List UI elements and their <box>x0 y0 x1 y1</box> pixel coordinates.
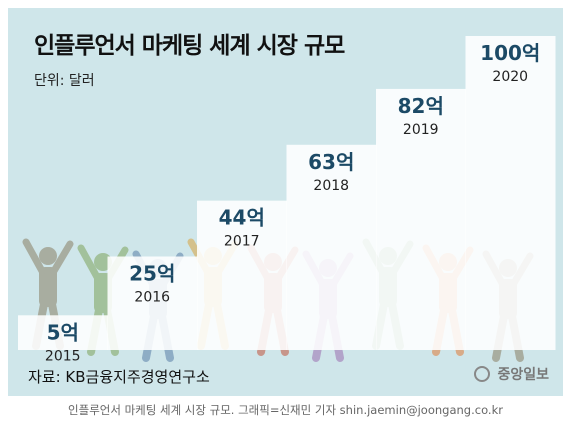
infographic-panel: 5억 2015 25억 2016 44억 2017 63억 2018 82억 2019 100억 20… <box>8 8 563 396</box>
source-text: 자료: KB금융지주경영연구소 <box>28 368 210 386</box>
image-caption: 인플루언서 마케팅 세계 시장 규모. 그래픽=신재민 기자 shin.jaem… <box>68 403 503 417</box>
bar-2017 <box>197 200 287 350</box>
data-label-2019: 82억 <box>398 94 444 118</box>
data-label-2020: 100억 <box>480 41 540 65</box>
unit-label: 단위: 달러 <box>34 73 95 89</box>
publisher-logo: 중앙일보 <box>473 364 549 384</box>
category-label-2019: 2019 <box>403 122 439 138</box>
category-label-2015: 2015 <box>45 348 81 364</box>
bar-2015 <box>18 315 108 350</box>
data-label-2018: 63억 <box>308 150 354 174</box>
logo-text: 중앙일보 <box>497 367 549 383</box>
bar-2019 <box>376 88 466 351</box>
chart-labels: 5억 2015 25억 2016 44억 2017 63억 2018 82억 2019 100억 20… <box>45 41 540 364</box>
category-label-2020: 2020 <box>492 69 528 85</box>
bar-2020 <box>465 36 556 350</box>
bar-2016 <box>107 256 198 350</box>
data-label-2016: 25억 <box>129 262 175 286</box>
chart-steps <box>18 36 556 351</box>
category-label-2017: 2017 <box>224 234 260 250</box>
chart-title: 인플루언서 마케팅 세계 시장 규모 <box>34 33 345 59</box>
data-label-2015: 5억 <box>47 320 79 344</box>
data-label-2017: 44억 <box>219 206 265 230</box>
bar-2018 <box>286 144 377 350</box>
staircase-chart: 5억 2015 25억 2016 44억 2017 63억 2018 82억 2019 100억 20… <box>18 36 556 364</box>
category-label-2018: 2018 <box>313 178 349 194</box>
category-label-2016: 2016 <box>134 290 170 306</box>
logo-icon <box>473 366 490 382</box>
